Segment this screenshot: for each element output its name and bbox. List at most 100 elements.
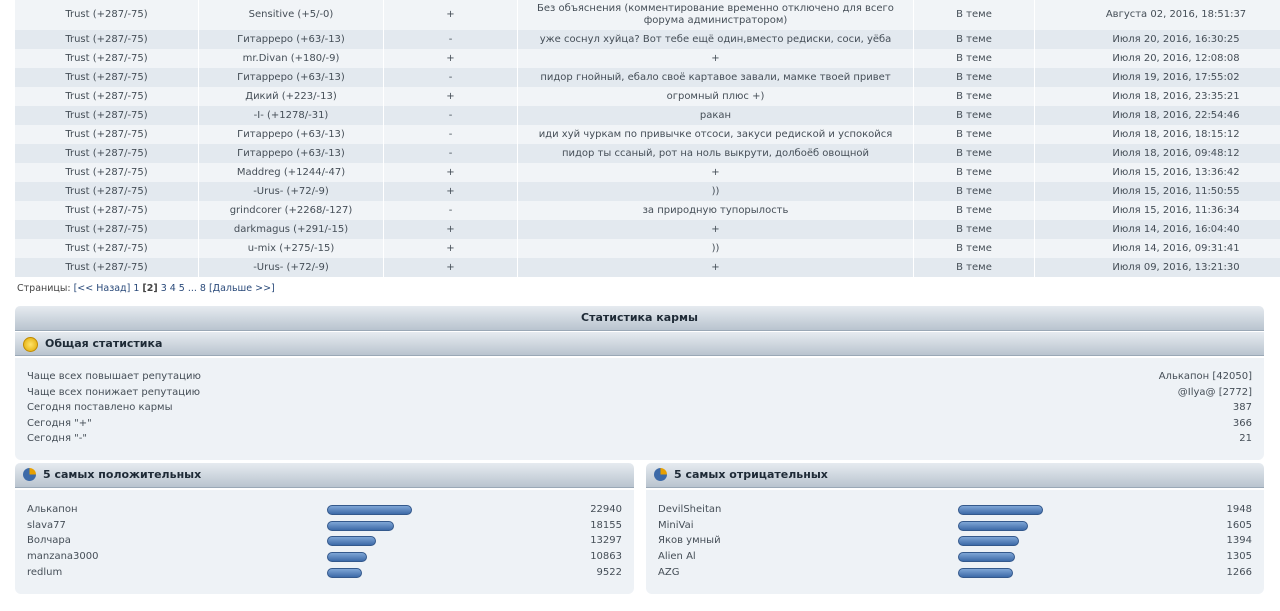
user-name[interactable]: Волчара [27, 535, 71, 547]
from-user[interactable]: Trust (+287/-75) [15, 201, 199, 220]
location[interactable]: В теме [913, 163, 1035, 182]
page-link[interactable]: 8 [199, 283, 206, 294]
to-user[interactable]: Дикий (+223/-13) [198, 87, 384, 106]
location[interactable]: В теме [913, 87, 1035, 106]
date: Июля 15, 2016, 11:50:55 [1034, 182, 1280, 201]
to-user[interactable]: -I- (+1278/-31) [198, 106, 384, 125]
page-link[interactable]: 3 [160, 283, 167, 294]
to-user[interactable]: darkmagus (+291/-15) [198, 220, 384, 239]
location[interactable]: В теме [913, 201, 1035, 220]
user-name[interactable]: DevilSheitan [658, 504, 722, 515]
table-row: Trust (+287/-75) darkmagus (+291/-15) + + В … [15, 220, 1280, 239]
page-link[interactable]: 4 [169, 283, 176, 294]
to-user[interactable]: Гитарреро (+63/-13) [198, 30, 384, 49]
from-user[interactable]: Trust (+287/-75) [15, 163, 199, 182]
comment: )) [517, 182, 914, 201]
subsection-title: 5 самых отрицательных [674, 468, 828, 481]
karma-sign: + [383, 0, 518, 30]
from-user[interactable]: Trust (+287/-75) [15, 87, 199, 106]
date: Июля 19, 2016, 17:55:02 [1034, 68, 1280, 87]
user-name[interactable]: Алькапон [27, 504, 78, 515]
to-user[interactable]: u-mix (+275/-15) [198, 239, 384, 258]
from-user[interactable]: Trust (+287/-75) [15, 239, 199, 258]
from-user[interactable]: Trust (+287/-75) [15, 182, 199, 201]
location[interactable]: В теме [913, 220, 1035, 239]
comment: + [517, 220, 914, 239]
page-link[interactable]: ... [187, 283, 197, 294]
to-user[interactable]: -Urus- (+72/-9) [198, 182, 384, 201]
comment: огромный плюс +) [517, 87, 914, 106]
location[interactable]: В теме [913, 49, 1035, 68]
section-header: Статистика кармы [15, 306, 1264, 331]
subsection-header: 5 самых положительных [15, 463, 634, 488]
comment: пидор гнойный, ебало своё картавое завал… [517, 68, 914, 87]
table-row: Trust (+287/-75) Maddreg (+1244/-47) + + В т… [15, 163, 1280, 182]
location[interactable]: В теме [913, 258, 1035, 277]
location[interactable]: В теме [913, 106, 1035, 125]
user-name[interactable]: Alien Al [658, 551, 696, 563]
user-name[interactable]: redlum [27, 566, 63, 578]
location[interactable]: В теме [913, 239, 1035, 258]
page-link[interactable]: 1 [133, 283, 140, 294]
date: Июля 18, 2016, 09:48:12 [1034, 144, 1280, 163]
karma-bar [958, 552, 1015, 563]
location[interactable]: В теме [913, 144, 1035, 163]
user-name[interactable]: MiniVai [658, 519, 694, 531]
location[interactable]: В теме [913, 68, 1035, 87]
date: Августа 02, 2016, 18:51:37 [1034, 0, 1280, 30]
from-user[interactable]: Trust (+287/-75) [15, 30, 199, 49]
page-link[interactable]: 5 [178, 283, 185, 294]
stat-label: Чаще всех повышает репутацию [27, 371, 201, 382]
date: Июля 14, 2016, 16:04:40 [1034, 220, 1280, 239]
user-name[interactable]: AZG [658, 566, 680, 578]
karma-value: 1394 [1226, 535, 1252, 547]
top-row: redlum 9522 [27, 566, 622, 580]
stat-row: Чаще всех повышает репутацию Алькапон [42… [27, 370, 1252, 384]
user-name[interactable]: slava77 [27, 519, 66, 531]
location[interactable]: В теме [913, 30, 1035, 49]
location[interactable]: В теме [913, 0, 1035, 30]
from-user[interactable]: Trust (+287/-75) [15, 49, 199, 68]
comment: + [517, 163, 914, 182]
comment: Без объяснения (комментирование временно… [517, 0, 914, 30]
to-user[interactable]: Гитарреро (+63/-13) [198, 144, 384, 163]
stat-label: Сегодня поставлено кармы [27, 402, 173, 414]
top-row: DevilSheitan 1948 [658, 503, 1252, 517]
date: Июля 15, 2016, 11:36:34 [1034, 201, 1280, 220]
karma-value: 1305 [1226, 551, 1252, 563]
stat-label: Сегодня "+" [27, 417, 92, 429]
karma-value: 1266 [1226, 566, 1252, 578]
to-user[interactable]: Гитарреро (+63/-13) [198, 125, 384, 144]
karma-sign: + [383, 258, 518, 277]
karma-sign: + [383, 87, 518, 106]
to-user[interactable]: grindcorer (+2268/-127) [198, 201, 384, 220]
user-name[interactable]: Яков умный [658, 535, 721, 547]
general-stats: Чаще всех повышает репутацию Алькапон [42… [15, 358, 1264, 460]
page-link[interactable]: [Дальше >>] [208, 283, 275, 294]
top-row: slava77 18155 [27, 519, 622, 533]
location[interactable]: В теме [913, 182, 1035, 201]
from-user[interactable]: Trust (+287/-75) [15, 68, 199, 87]
to-user[interactable]: Sensitive (+5/-0) [198, 0, 384, 30]
table-row: Trust (+287/-75) grindcorer (+2268/-127) -… [15, 201, 1280, 220]
location[interactable]: В теме [913, 125, 1035, 144]
from-user[interactable]: Trust (+287/-75) [15, 220, 199, 239]
to-user[interactable]: mr.Divan (+180/-9) [198, 49, 384, 68]
to-user[interactable]: Гитарреро (+63/-13) [198, 68, 384, 87]
user-name[interactable]: manzana3000 [27, 551, 99, 563]
to-user[interactable]: Maddreg (+1244/-47) [198, 163, 384, 182]
top-row: Alien Al 1305 [658, 550, 1252, 564]
to-user[interactable]: -Urus- (+72/-9) [198, 258, 384, 277]
karma-sign: - [383, 68, 518, 87]
stat-row: Сегодня "-" 21 [27, 432, 1252, 446]
table-row: Trust (+287/-75) Гитарреро (+63/-13) - пидо… [15, 68, 1280, 87]
from-user[interactable]: Trust (+287/-75) [15, 0, 199, 30]
from-user[interactable]: Trust (+287/-75) [15, 144, 199, 163]
page-link[interactable]: [<< Назад] [73, 283, 131, 294]
table-row: Trust (+287/-75) -Urus- (+72/-9) + + В теме И… [15, 258, 1280, 277]
table-row: Trust (+287/-75) Гитарреро (+63/-13) - иди … [15, 125, 1280, 144]
karma-sign: + [383, 182, 518, 201]
from-user[interactable]: Trust (+287/-75) [15, 258, 199, 277]
from-user[interactable]: Trust (+287/-75) [15, 106, 199, 125]
from-user[interactable]: Trust (+287/-75) [15, 125, 199, 144]
